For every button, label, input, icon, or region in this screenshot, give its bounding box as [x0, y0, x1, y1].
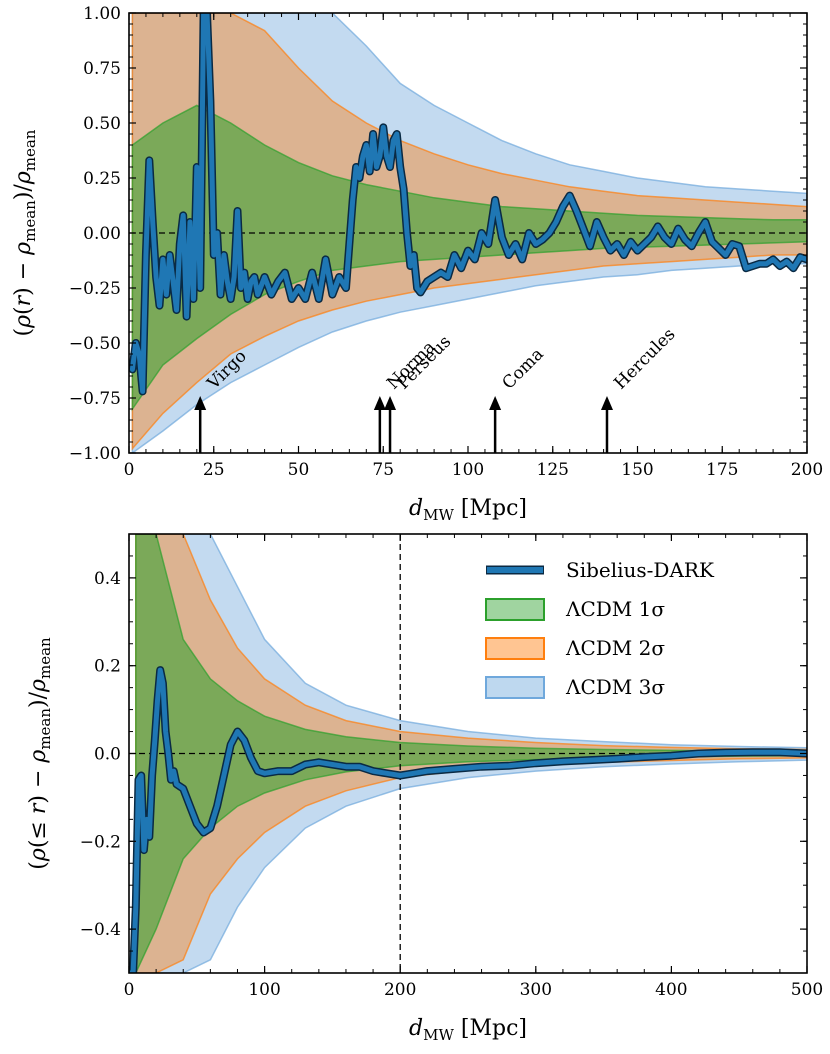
- y-tick-label: 0.50: [83, 114, 121, 134]
- x-tick-label: 200: [384, 980, 416, 1000]
- y-tick-label: 0.4: [94, 569, 121, 589]
- legend-label: ΛCDM 3σ: [565, 675, 665, 699]
- x-tick-label: 100: [248, 980, 280, 1000]
- y-axis-label-part: ρ: [11, 171, 36, 185]
- x-tick-label: 175: [706, 460, 738, 480]
- x-axis-label: dMW [Mpc]: [409, 496, 527, 524]
- x-tick-label: 400: [655, 980, 687, 1000]
- y-axis-label-part: r: [11, 294, 36, 306]
- x-axis-label-part: [Mpc]: [454, 1016, 527, 1041]
- y-axis-label-part: )/: [11, 184, 36, 201]
- y-axis-label-part: mean: [21, 129, 39, 171]
- legend-entry: ΛCDM 1σ: [485, 597, 665, 621]
- annotation-arrowhead: [373, 396, 386, 410]
- y-tick-label: −1.00: [69, 444, 121, 464]
- annotation-arrowhead: [600, 396, 613, 410]
- y-tick-label: −0.25: [69, 279, 121, 299]
- y-axis-label-part: (: [11, 328, 36, 337]
- x-tick-label: 0: [124, 980, 135, 1000]
- chart-panel-2: 0 100 200 300 400 500 −0.4 −0.2 0.0 0.2 0.4 dMW [Mp…: [26, 533, 823, 1044]
- y-axis-label-part: mean: [36, 708, 54, 750]
- plot-area: [129, 534, 807, 973]
- annotation-arrowhead: [384, 396, 397, 410]
- annotation-label: Coma: [499, 344, 548, 393]
- y-axis-label: (ρ(≤ r) − ρmean)/ρmean: [26, 637, 54, 870]
- y-axis-label-part: ρ: [11, 315, 36, 329]
- y-axis-label-part: ρ: [26, 848, 51, 862]
- y-axis-label-part: ρ: [26, 679, 51, 693]
- annotation-arrowhead: [194, 396, 207, 410]
- x-tick-label: 50: [288, 460, 310, 480]
- legend: Sibelius-DARK ΛCDM 1σ ΛCDM 2σ ΛCDM 3σ: [485, 558, 715, 699]
- x-tick-label: 75: [372, 460, 394, 480]
- y-tick-label: 0.25: [83, 169, 121, 189]
- cluster-annotation-coma: Coma: [489, 344, 548, 453]
- y-axis-label-part: ) −: [11, 255, 36, 296]
- legend-swatch-band: [485, 676, 545, 699]
- y-tick-label: −0.75: [69, 389, 121, 409]
- y-axis-label-part: ) −: [26, 763, 51, 804]
- y-axis-label-part: (: [26, 861, 51, 870]
- x-tick-label: 0: [124, 460, 135, 480]
- y-tick-label: −0.2: [80, 832, 121, 852]
- sibelius-dark-line: [129, 667, 807, 973]
- x-axis-label-part: [Mpc]: [454, 496, 527, 521]
- x-axis-label-part: d: [409, 1016, 423, 1041]
- x-tick-label: 300: [520, 980, 552, 1000]
- x-tick-label: 100: [452, 460, 484, 480]
- legend-swatch-band: [485, 598, 545, 621]
- y-tick-label: −0.50: [69, 334, 121, 354]
- y-axis-label-part: (: [11, 306, 36, 315]
- annotation-arrowhead: [489, 396, 502, 410]
- y-tick-label: 0.75: [83, 59, 121, 79]
- y-axis-label-part: mean: [21, 200, 39, 242]
- lcdm-band-1sigma: [131, 104, 807, 412]
- y-axis-label-part: ρ: [26, 750, 51, 764]
- x-tick-label: 125: [537, 460, 569, 480]
- plot-area: [129, 13, 807, 453]
- legend-label: ΛCDM 2σ: [565, 636, 665, 660]
- y-axis-label-part: (≤: [26, 814, 51, 848]
- y-axis-label-part: r: [26, 802, 51, 814]
- x-axis-label-part: d: [409, 496, 423, 521]
- y-axis-label-part: ρ: [11, 242, 36, 256]
- y-axis-label-part: mean: [36, 637, 54, 679]
- y-tick-label: 0.00: [83, 224, 121, 244]
- legend-entry: ΛCDM 2σ: [485, 636, 665, 660]
- legend-entry: ΛCDM 3σ: [485, 675, 665, 699]
- x-tick-label: 150: [621, 460, 653, 480]
- x-tick-label: 25: [203, 460, 225, 480]
- y-axis-label: (ρ(r) − ρmean)/ρmean: [11, 129, 39, 336]
- x-axis-label: dMW [Mpc]: [409, 1016, 527, 1044]
- y-axis-label-part: )/: [26, 691, 51, 708]
- annotation-label: Hercules: [610, 324, 679, 393]
- y-tick-label: 1.00: [83, 4, 121, 24]
- x-tick-label: 200: [791, 460, 823, 480]
- sibelius-dark-line: [129, 13, 807, 394]
- chart-panel-1: 0 25 50 75 100 125 150 175 200 −1.00 −0.75 −0.50 −0.…: [11, 4, 823, 524]
- legend-label: Sibelius-DARK: [566, 558, 715, 582]
- legend-entry: Sibelius-DARK: [486, 558, 715, 582]
- y-tick-label: 0.2: [94, 657, 121, 677]
- x-axis-label-part: MW: [423, 506, 454, 524]
- x-axis-label-part: MW: [423, 1026, 454, 1044]
- legend-label: ΛCDM 1σ: [565, 597, 665, 621]
- y-tick-label: 0.0: [94, 745, 121, 765]
- legend-swatch-band: [485, 637, 545, 660]
- cluster-annotation-hercules: Hercules: [600, 324, 679, 453]
- x-tick-label: 500: [791, 980, 823, 1000]
- y-tick-label: −0.4: [80, 920, 121, 940]
